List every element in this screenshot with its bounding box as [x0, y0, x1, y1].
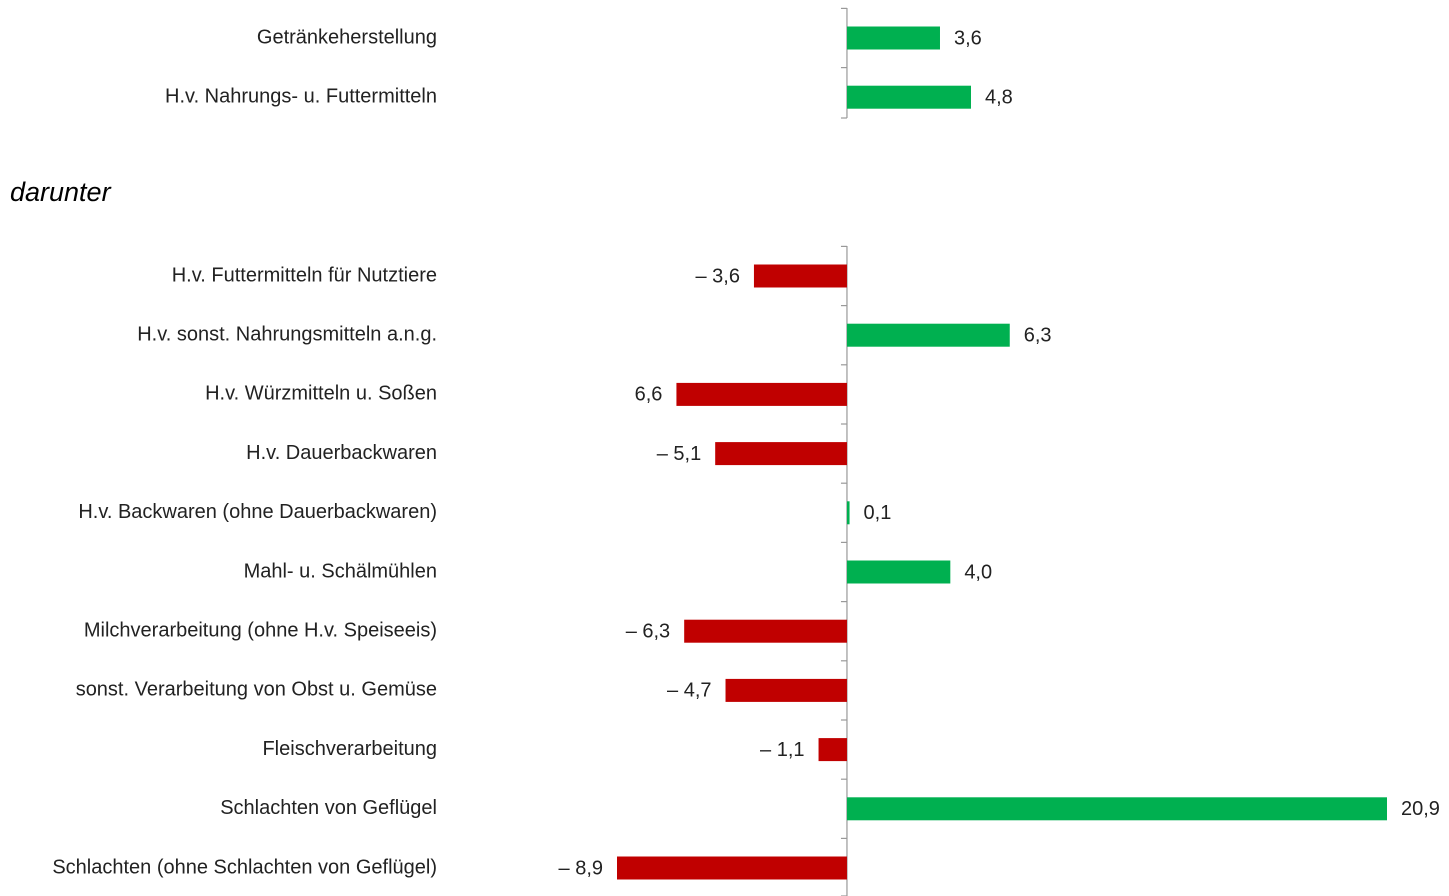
- value-label: 6,3: [1024, 324, 1052, 346]
- category-label: sonst. Verarbeitung von Obst u. Gemüse: [76, 679, 437, 701]
- value-label: – 6,3: [626, 620, 670, 642]
- value-label: 4,0: [964, 561, 992, 583]
- bar: [846, 560, 951, 584]
- value-label: 6,6: [635, 384, 663, 406]
- section-title: darunter: [10, 177, 112, 207]
- bar: [846, 26, 940, 50]
- value-label: 0,1: [864, 502, 892, 524]
- bar: [846, 797, 1387, 821]
- category-label: H.v. sonst. Nahrungsmitteln a.n.g.: [137, 323, 437, 345]
- category-label: Getränkeherstellung: [257, 26, 437, 48]
- category-label: Schlachten von Geflügel: [220, 797, 437, 819]
- category-label: Fleischverarbeitung: [262, 738, 437, 760]
- bar: [684, 619, 847, 643]
- bar: [818, 738, 847, 762]
- value-label: – 4,7: [667, 680, 711, 702]
- value-label: 20,9: [1401, 798, 1440, 820]
- bar: [753, 264, 847, 288]
- value-label: – 5,1: [657, 443, 701, 465]
- category-label: H.v. Backwaren (ohne Dauerbackwaren): [78, 501, 437, 523]
- bar: [715, 442, 847, 466]
- value-label: – 3,6: [695, 265, 739, 287]
- value-label: – 1,1: [760, 739, 804, 761]
- bar: [846, 85, 971, 109]
- value-label: – 8,9: [559, 857, 603, 879]
- category-label: Milchverarbeitung (ohne H.v. Speiseeis): [84, 619, 437, 641]
- value-label: 3,6: [954, 27, 982, 49]
- category-label: H.v. Futtermitteln für Nutztiere: [172, 264, 437, 286]
- category-label: H.v. Würzmitteln u. Soßen: [205, 383, 437, 405]
- category-label: H.v. Nahrungs- u. Futtermitteln: [165, 85, 437, 107]
- category-label: Mahl- u. Schälmühlen: [244, 560, 437, 582]
- bar: [725, 678, 847, 702]
- category-label: H.v. Dauerbackwaren: [246, 442, 437, 464]
- category-label: Schlachten (ohne Schlachten von Geflügel…: [52, 856, 437, 878]
- bar: [846, 501, 850, 525]
- bar: [676, 382, 847, 406]
- bar: [617, 856, 847, 880]
- value-label: 4,8: [985, 86, 1013, 108]
- bar: [846, 323, 1010, 347]
